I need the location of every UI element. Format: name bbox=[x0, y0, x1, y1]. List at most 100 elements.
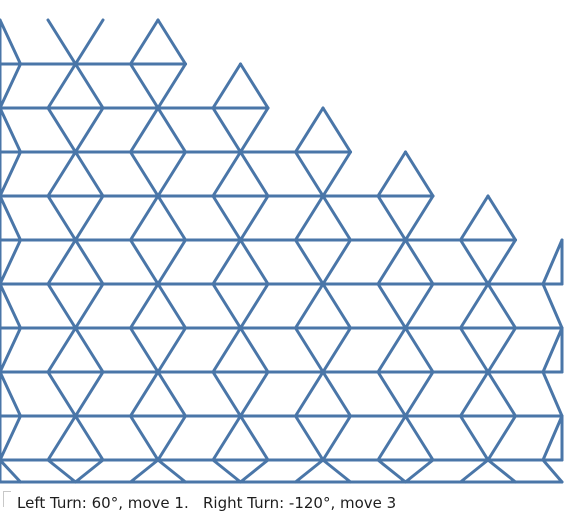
pattern-segment bbox=[404, 326, 435, 374]
pattern-segment bbox=[404, 458, 435, 484]
pattern-segment bbox=[294, 282, 325, 330]
pattern-segment bbox=[404, 238, 435, 286]
pattern-segment bbox=[129, 194, 160, 242]
pattern-segment bbox=[156, 150, 187, 198]
pattern-segment bbox=[239, 194, 270, 242]
pattern-segment bbox=[486, 458, 517, 484]
pattern-segment bbox=[541, 458, 564, 484]
pattern-segment bbox=[321, 282, 352, 330]
pattern-segment bbox=[129, 458, 160, 484]
pattern-segment bbox=[211, 282, 242, 330]
pattern-segment bbox=[321, 106, 352, 154]
pattern-segment bbox=[239, 370, 270, 418]
pattern-segment bbox=[0, 282, 22, 330]
pattern-segment bbox=[129, 282, 160, 330]
pattern-segment bbox=[0, 62, 22, 110]
pattern-segment bbox=[376, 150, 407, 198]
pattern-segment bbox=[211, 326, 242, 374]
pattern-segment bbox=[0, 326, 22, 374]
pattern-segment bbox=[459, 326, 490, 374]
pattern-segment bbox=[459, 194, 490, 242]
pattern-segment bbox=[541, 370, 564, 418]
pattern-segment bbox=[156, 62, 187, 110]
pattern-segment bbox=[74, 370, 105, 418]
pattern-segment bbox=[239, 326, 270, 374]
pattern-segment bbox=[239, 150, 270, 198]
pattern-segment bbox=[129, 62, 160, 110]
pattern-segment bbox=[74, 458, 105, 484]
pattern-segment bbox=[74, 238, 105, 286]
pattern-segment bbox=[459, 370, 490, 418]
pattern-segment bbox=[211, 238, 242, 286]
pattern-segment bbox=[404, 414, 435, 462]
pattern-segment bbox=[46, 458, 77, 484]
pattern-segment bbox=[321, 414, 352, 462]
pattern-segment bbox=[211, 106, 242, 154]
pattern-segment bbox=[239, 282, 270, 330]
pattern-segment bbox=[46, 282, 77, 330]
pattern-segment bbox=[129, 326, 160, 374]
pattern-segment bbox=[404, 194, 435, 242]
pattern-segment bbox=[294, 458, 325, 484]
pattern-segment bbox=[129, 238, 160, 286]
pattern-segment bbox=[74, 282, 105, 330]
pattern-segment bbox=[541, 414, 564, 462]
pattern-segment bbox=[321, 458, 352, 484]
pattern-segment bbox=[459, 282, 490, 330]
turtle-pattern-drawing bbox=[0, 18, 564, 484]
pattern-segment bbox=[376, 282, 407, 330]
pattern-segment bbox=[239, 62, 270, 110]
pattern-segment bbox=[46, 62, 77, 110]
pattern-segment bbox=[239, 106, 270, 154]
pattern-segment bbox=[321, 326, 352, 374]
pattern-segment bbox=[74, 326, 105, 374]
pattern-segment bbox=[541, 282, 564, 330]
pattern-segment bbox=[74, 18, 105, 66]
pattern-segment bbox=[156, 458, 187, 484]
pattern-segment bbox=[376, 370, 407, 418]
pattern-segment bbox=[156, 282, 187, 330]
pattern-segment bbox=[156, 194, 187, 242]
pattern-segment bbox=[46, 18, 77, 66]
pattern-segment bbox=[129, 370, 160, 418]
pattern-segment bbox=[46, 414, 77, 462]
pattern-segment bbox=[0, 458, 22, 484]
pattern-segment bbox=[156, 106, 187, 154]
pattern-segment bbox=[486, 194, 517, 242]
pattern-segment bbox=[0, 370, 22, 418]
pattern-segment bbox=[294, 106, 325, 154]
pattern-segment bbox=[74, 414, 105, 462]
pattern-segment bbox=[156, 370, 187, 418]
pattern-segment bbox=[156, 238, 187, 286]
pattern-segment bbox=[239, 238, 270, 286]
pattern-segment bbox=[294, 150, 325, 198]
pattern-segment bbox=[46, 106, 77, 154]
pattern-segment bbox=[129, 106, 160, 154]
pattern-segment bbox=[156, 414, 187, 462]
pattern-segment bbox=[376, 326, 407, 374]
pattern-segment bbox=[321, 238, 352, 286]
pattern-segment bbox=[486, 414, 517, 462]
pattern-segment bbox=[0, 238, 22, 286]
pattern-segment bbox=[74, 62, 105, 110]
pattern-segment bbox=[239, 414, 270, 462]
pattern-segment bbox=[156, 18, 187, 66]
pattern-segment bbox=[294, 194, 325, 242]
pattern-segment bbox=[0, 150, 22, 198]
pattern-segment bbox=[74, 194, 105, 242]
pattern-segment bbox=[376, 414, 407, 462]
pattern-segment bbox=[129, 150, 160, 198]
pattern-segment bbox=[46, 150, 77, 198]
pattern-segment bbox=[46, 194, 77, 242]
pattern-segment bbox=[74, 150, 105, 198]
pattern-segment bbox=[0, 106, 22, 154]
pattern-segment bbox=[294, 370, 325, 418]
pattern-segment bbox=[376, 458, 407, 484]
pattern-segment bbox=[459, 238, 490, 286]
pattern-segment bbox=[321, 150, 352, 198]
pattern-segment bbox=[459, 458, 490, 484]
pattern-lines bbox=[0, 18, 564, 484]
pattern-segment bbox=[0, 194, 22, 242]
pattern-segment bbox=[541, 326, 564, 374]
pattern-segment bbox=[129, 18, 160, 66]
